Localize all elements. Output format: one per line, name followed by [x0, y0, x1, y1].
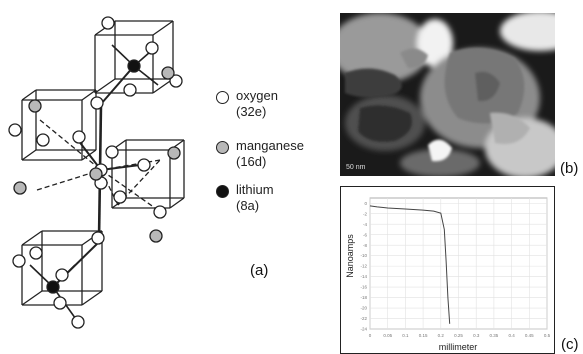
oxygen-atom [153, 205, 167, 219]
bond-line [21, 89, 37, 101]
panel-label-c: (c) [561, 336, 579, 353]
y-tick-label: -8 [363, 243, 367, 248]
y-tick-label: 0 [364, 201, 367, 206]
bond-line [36, 169, 102, 191]
bond-line [94, 78, 116, 94]
bond-line [81, 89, 97, 101]
x-tick-label: 0.15 [419, 333, 428, 338]
oxygen-atom [113, 190, 127, 204]
bond-line [21, 149, 37, 161]
oxygen-atom-icon [216, 91, 229, 104]
bond-line [21, 290, 43, 306]
oxygen-atom [12, 254, 26, 268]
y-tick-label: -12 [360, 264, 367, 269]
y-tick-label: -16 [360, 285, 367, 290]
manganese-atom [149, 229, 163, 243]
y-axis-label: Nanoamps [345, 234, 355, 278]
oxygen-atom [101, 16, 115, 30]
x-tick-label: 0.35 [490, 333, 499, 338]
bond-line [152, 20, 174, 36]
lithium-atom-icon [216, 185, 229, 198]
oxygen-atom [105, 145, 119, 159]
x-tick-label: 0.4 [508, 333, 515, 338]
legend-label: lithium [236, 182, 274, 197]
y-tick-label: -18 [360, 295, 367, 300]
y-tick-label: -4 [363, 222, 367, 227]
bond-line [169, 197, 185, 209]
lithium-atom [127, 59, 141, 73]
manganese-atom [28, 99, 42, 113]
x-tick-label: 0.5 [544, 333, 551, 338]
legend-item-lithium: lithium (8a) [216, 182, 336, 222]
oxygen-atom [91, 231, 105, 245]
oxygen-atom [71, 315, 85, 329]
manganese-atom [161, 66, 175, 80]
bond-line [100, 65, 135, 105]
legend-item-manganese: manganese (16d) [216, 138, 336, 178]
x-tick-label: 0.3 [473, 333, 480, 338]
oxygen-atom [137, 158, 151, 172]
x-tick-label: 0.05 [383, 333, 392, 338]
manganese-atom [89, 167, 103, 181]
x-tick-label: 0.1 [402, 333, 409, 338]
legend-label: oxygen [236, 88, 278, 103]
bond-line [21, 230, 43, 246]
x-tick-label: 0.45 [525, 333, 534, 338]
manganese-atom-icon [216, 141, 229, 154]
oxygen-atom [90, 96, 104, 110]
oxygen-atom [53, 296, 67, 310]
manganese-atom [13, 181, 27, 195]
legend-label: manganese [236, 138, 304, 153]
y-tick-label: -22 [360, 316, 367, 321]
sem-scale-label: 50 nm [346, 164, 366, 171]
lithium-atom [46, 280, 60, 294]
oxygen-atom [169, 74, 183, 88]
sem-micrograph: 50 nm [340, 13, 555, 176]
bond-line [81, 290, 103, 306]
y-tick-label: -6 [363, 232, 367, 237]
y-tick-label: -24 [360, 327, 367, 332]
oxygen-atom [29, 246, 43, 260]
oxygen-atom [145, 41, 159, 55]
y-tick-label: -14 [360, 274, 367, 279]
panel-label-b: (b) [560, 160, 579, 177]
oxygen-atom [55, 268, 69, 282]
panel-label-a: (a) [250, 262, 269, 279]
oxygen-atom [8, 123, 22, 137]
legend-item-oxygen: oxygen (32e) [216, 88, 336, 128]
oxygen-atom [72, 130, 86, 144]
current-profile-plot: 0 0.05 0.1 0.15 0.2 0.25 0.3 0.35 0.4 0.45 0.5 0-2… [340, 186, 555, 354]
legend-site: (32e) [236, 104, 267, 119]
current-series-line [369, 205, 451, 324]
spinel-crystal-structure [8, 16, 185, 329]
manganese-atom [167, 146, 181, 160]
bond-line [39, 119, 102, 171]
x-axis-label: millimeter [439, 342, 478, 352]
x-tick-label: 0.25 [454, 333, 463, 338]
oxygen-atom [36, 133, 50, 147]
oxygen-atom [123, 83, 137, 97]
legend-site: (16d) [236, 154, 267, 169]
y-tick-label: -2 [363, 211, 367, 216]
bond-line [100, 169, 166, 216]
x-tick-label: 0.2 [438, 333, 445, 338]
legend-site: (8a) [236, 198, 260, 213]
x-tick-label: 0 [369, 333, 372, 338]
y-tick-label: -10 [360, 253, 367, 258]
y-tick-label: -20 [360, 306, 367, 311]
